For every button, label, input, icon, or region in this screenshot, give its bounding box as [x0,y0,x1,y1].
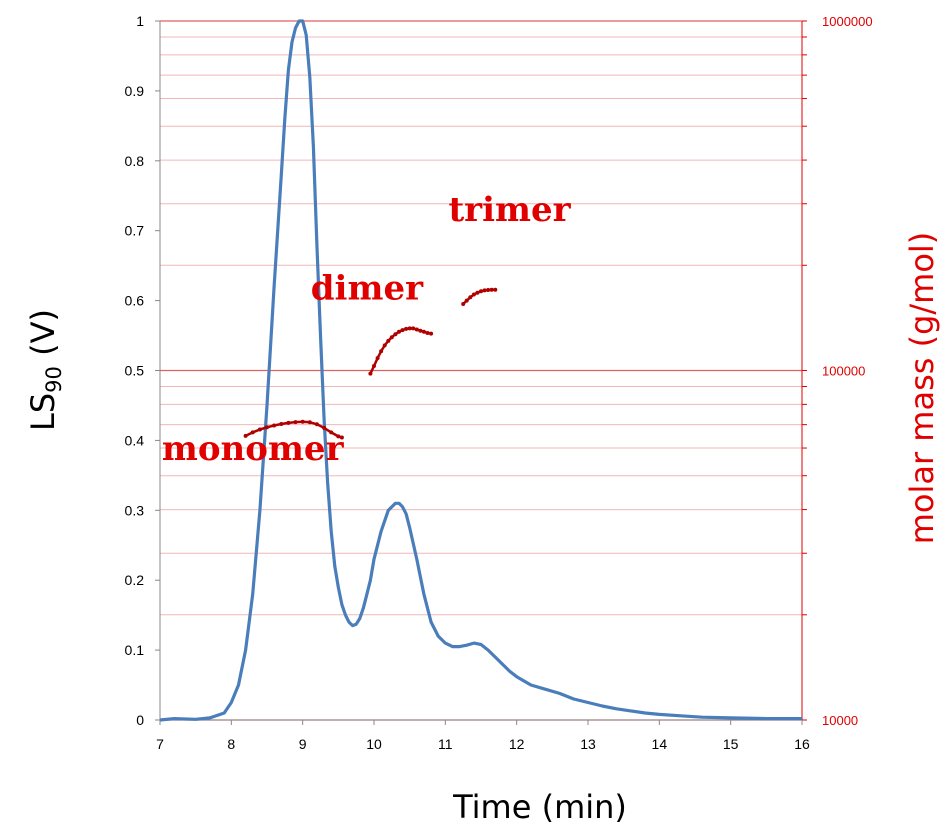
mass-point-dimer [407,326,412,331]
y-tick-label: 0.7 [125,223,145,239]
mass-point-monomer [307,420,312,425]
x-axis-title: Time (min) [452,788,627,826]
y-tick-label: 1 [136,13,144,29]
x-tick-label: 11 [438,736,453,752]
y-tick-label: 0.9 [125,83,145,99]
mass-point-monomer [336,434,341,439]
y-tick-label: 0.6 [125,293,145,309]
y-axis-title: LS90 (V) [24,309,66,431]
mass-point-dimer [429,331,434,336]
y-tick-label: 0.5 [125,363,145,379]
y-axis-title-suffix: (V) [24,309,62,366]
y-tick-label: 0.2 [125,572,145,588]
mass-point-monomer [322,425,327,430]
mass-point-monomer [265,425,269,430]
mass-point-dimer [393,332,398,337]
mass-point-dimer [368,371,373,376]
mass-point-trimer [486,288,491,292]
annotation-dimer: dimer [311,268,424,308]
mass-point-dimer [375,356,380,361]
y-tick-label: 0.8 [125,153,145,169]
y-tick-label: 0.1 [125,642,145,658]
y-tick-label: 0.3 [125,502,145,518]
mass-point-dimer [389,335,394,340]
annotation-trimer: trimer [448,190,571,230]
mass-point-trimer [493,287,498,292]
y-tick-label: 0 [136,712,144,728]
mass-point-trimer [489,287,494,292]
x-tick-label: 9 [299,736,307,752]
mass-point-dimer [421,329,426,334]
x-tick-label: 16 [794,736,810,752]
mass-point-monomer [293,420,298,425]
mass-point-dimer [397,329,401,334]
y-axis-title-main: LS [24,393,62,431]
y2-tick-label: 1000000 [822,14,873,29]
mass-point-trimer [479,289,483,294]
annotation-monomer: monomer [162,429,345,469]
mass-point-trimer [461,302,466,306]
mass-point-dimer [411,326,416,331]
y2-tick-label: 100000 [822,364,865,379]
y2-tick-label: 10000 [822,713,858,728]
grid-layer [160,20,802,721]
mass-point-monomer [286,420,291,425]
mass-point-dimer [386,338,391,343]
mass-point-monomer [272,423,277,428]
mass-point-monomer [243,433,248,438]
series-layer [159,19,802,722]
mass-point-dimer [418,328,423,333]
mass-point-trimer [482,288,487,293]
mass-point-dimer [425,331,430,335]
mass-point-dimer [404,326,409,331]
x-tick-label: 8 [227,736,235,752]
x-tick-label: 14 [652,736,668,752]
x-tick-label: 12 [509,736,525,752]
mass-point-monomer [300,419,305,424]
mass-point-monomer [250,430,255,435]
mass-point-monomer [339,435,344,440]
mass-point-dimer [414,327,419,332]
mass-point-monomer [279,422,284,426]
mass-point-trimer [464,298,469,303]
series-line-ls90 [159,19,802,722]
mass-point-monomer [257,427,262,432]
ticks-layer: 0 0.1 0.2 0.3 0.4 0.5 0.6 0.7 0.8 0.9 1 7 8 9 10 11 12 13… [125,13,873,752]
x-tick-label: 15 [723,736,739,752]
y2-axis-title: molar mass (g/mol) [903,232,941,545]
y-axis-title-subscript: 90 [42,366,66,393]
annotation-layer: monomer dimer trimer [162,190,572,469]
mass-point-dimer [372,364,376,368]
mass-point-dimer [400,328,405,333]
x-tick-label: 7 [156,736,164,752]
y-tick-label: 0.4 [125,432,145,448]
mass-point-monomer [314,422,319,427]
mass-point-trimer [475,290,480,295]
mass-point-monomer [329,430,334,435]
mass-point-trimer [471,292,476,297]
mass-point-dimer [382,343,387,348]
x-tick-label: 13 [580,736,596,752]
mass-point-trimer [468,295,473,300]
mass-point-dimer [379,349,384,354]
x-tick-label: 10 [366,736,382,752]
axes-layer [155,20,807,725]
